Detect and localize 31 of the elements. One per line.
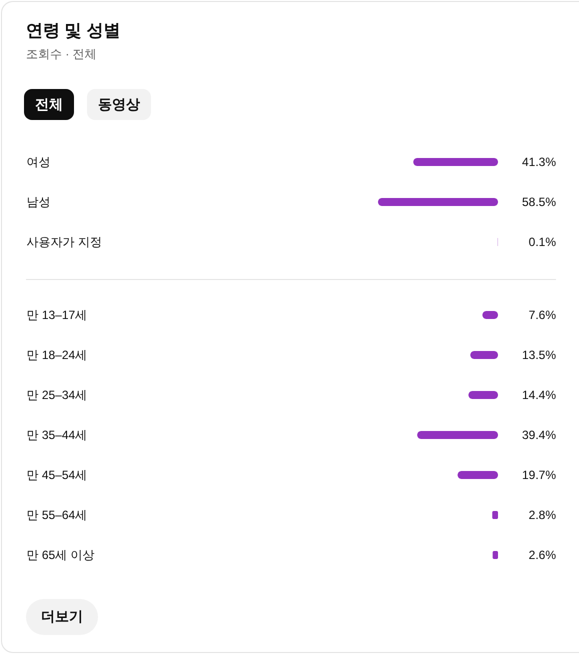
data-label: 14.4% bbox=[522, 388, 556, 402]
y-tick-label: 남성 bbox=[26, 195, 50, 209]
data-label: 13.5% bbox=[522, 348, 556, 362]
bar bbox=[458, 471, 498, 479]
selected-tab[interactable]: 전체 bbox=[24, 89, 74, 120]
bar bbox=[468, 391, 498, 399]
data-label: 2.6% bbox=[528, 548, 556, 562]
y-tick-label: 만 65세 이상 bbox=[26, 548, 95, 562]
text: 조회수 · 전체 bbox=[26, 47, 97, 61]
y-tick-label: 여성 bbox=[26, 155, 50, 169]
y-tick-label: 만 55–64세 bbox=[26, 508, 88, 522]
more-button[interactable]: 더보기 bbox=[26, 599, 98, 635]
bar bbox=[417, 431, 498, 439]
data-label: 41.3% bbox=[522, 155, 556, 169]
bar bbox=[492, 551, 498, 559]
data-label: 7.6% bbox=[528, 308, 556, 322]
y-tick-label: 만 35–44세 bbox=[26, 428, 88, 442]
bar bbox=[470, 351, 498, 359]
data-label: 39.4% bbox=[522, 428, 556, 442]
y-tick-label: 만 18–24세 bbox=[26, 348, 88, 362]
data-label: 2.8% bbox=[528, 508, 556, 522]
bar bbox=[492, 511, 498, 519]
data-label: 58.5% bbox=[522, 195, 556, 209]
y-tick-label: 만 25–34세 bbox=[26, 388, 88, 402]
data-label: 0.1% bbox=[528, 235, 556, 249]
tab[interactable]: 동영상 bbox=[87, 89, 151, 120]
y-tick-label: 사용자가 지정 bbox=[26, 235, 102, 249]
y-tick-label: 만 45–54세 bbox=[26, 468, 88, 482]
text: 연령 및 성별 bbox=[26, 21, 120, 40]
y-tick-label: 만 13–17세 bbox=[26, 308, 88, 322]
data-label: 19.7% bbox=[522, 468, 556, 482]
